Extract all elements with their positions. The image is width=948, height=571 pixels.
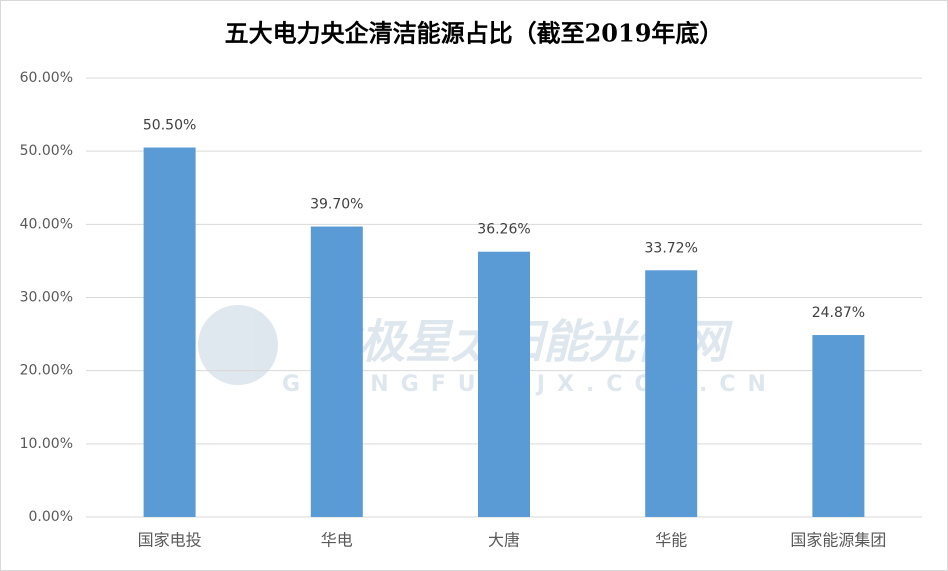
x-tick-label: 华电 [321, 531, 353, 550]
value-label: 36.26% [477, 222, 530, 238]
watermark-logo [198, 305, 278, 385]
y-tick-label: 40.00% [20, 216, 73, 232]
x-tick-label: 国家电投 [138, 531, 202, 550]
x-tick-label: 大唐 [488, 531, 520, 550]
chart-title: 五大电力央企清洁能源占比（截至2019年底） [225, 19, 724, 48]
value-label: 24.87% [812, 305, 865, 321]
y-tick-label: 30.00% [20, 290, 73, 306]
value-label: 33.72% [645, 240, 698, 256]
y-tick-label: 20.00% [20, 363, 73, 379]
x-tick-label: 华能 [655, 531, 687, 550]
y-tick-label: 0.00% [29, 509, 73, 525]
x-tick-label: 国家能源集团 [790, 531, 886, 550]
y-tick-label: 50.00% [20, 143, 73, 159]
bar [143, 147, 196, 517]
bar [812, 335, 865, 517]
bar [478, 251, 530, 517]
value-label: 50.50% [143, 118, 196, 134]
value-label: 39.70% [310, 197, 363, 213]
y-tick-label: 10.00% [20, 436, 73, 452]
bar [310, 226, 363, 518]
bar [645, 270, 698, 517]
y-tick-label: 60.00% [20, 70, 73, 86]
